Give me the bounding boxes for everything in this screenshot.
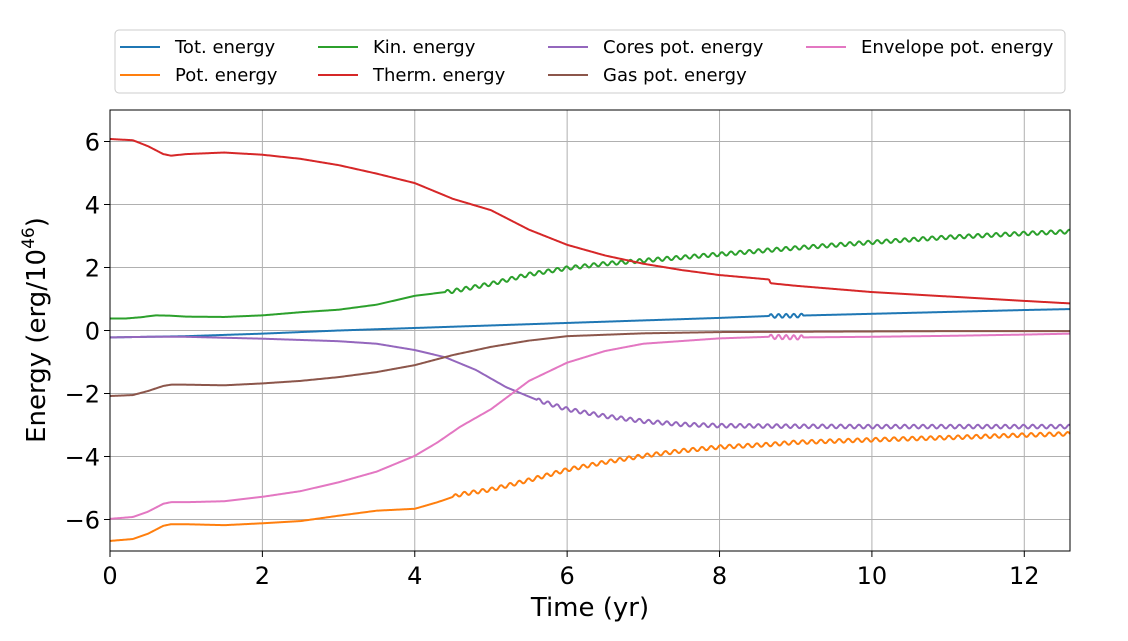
series-line-1 xyxy=(109,308,1071,339)
x-tick-label: 4 xyxy=(407,562,422,590)
y-tick-label: 6 xyxy=(85,129,100,157)
y-tick-label: 0 xyxy=(85,318,100,346)
y-tick-label: 4 xyxy=(85,192,100,220)
series-layer xyxy=(109,137,1071,542)
legend-frame xyxy=(114,29,1066,94)
x-tick-label: 12 xyxy=(1009,562,1040,590)
legend-label: Pot. energy xyxy=(175,65,278,86)
series-line-3 xyxy=(110,228,1071,320)
legend-label: Cores pot. energy xyxy=(603,37,764,58)
legend: Tot. energy Pot. energy Kin. energy Therm. … xyxy=(114,29,1066,94)
y-axis-title: Energy (erg/1046) xyxy=(19,217,52,443)
x-tick-label: 10 xyxy=(857,562,888,590)
y-tick-label: −4 xyxy=(65,444,100,472)
series-line-2 xyxy=(109,431,1071,542)
legend-label: Tot. energy xyxy=(174,37,276,58)
y-tick-label: −6 xyxy=(65,507,100,535)
x-tick-label: 8 xyxy=(712,562,727,590)
x-tick-label: 0 xyxy=(102,562,117,590)
legend-label: Envelope pot. energy xyxy=(861,37,1054,58)
x-tick-label: 6 xyxy=(560,562,575,590)
series-line-4 xyxy=(109,137,1071,305)
y-tick-label: −2 xyxy=(65,381,100,409)
x-axis-title: Time (yr) xyxy=(530,593,649,623)
series-line-6 xyxy=(109,330,1070,398)
x-tick-label: 2 xyxy=(255,562,270,590)
series-line-5 xyxy=(109,335,1071,430)
legend-label: Gas pot. energy xyxy=(603,65,747,86)
legend-label: Kin. energy xyxy=(373,37,476,58)
series-line-7 xyxy=(109,332,1071,520)
legend-label: Therm. energy xyxy=(372,65,506,86)
ticks: 0 2 4 6 8 10 12 −6 −4 −2 0 2 4 6 xyxy=(65,129,1040,591)
y-tick-label: 2 xyxy=(85,255,100,283)
